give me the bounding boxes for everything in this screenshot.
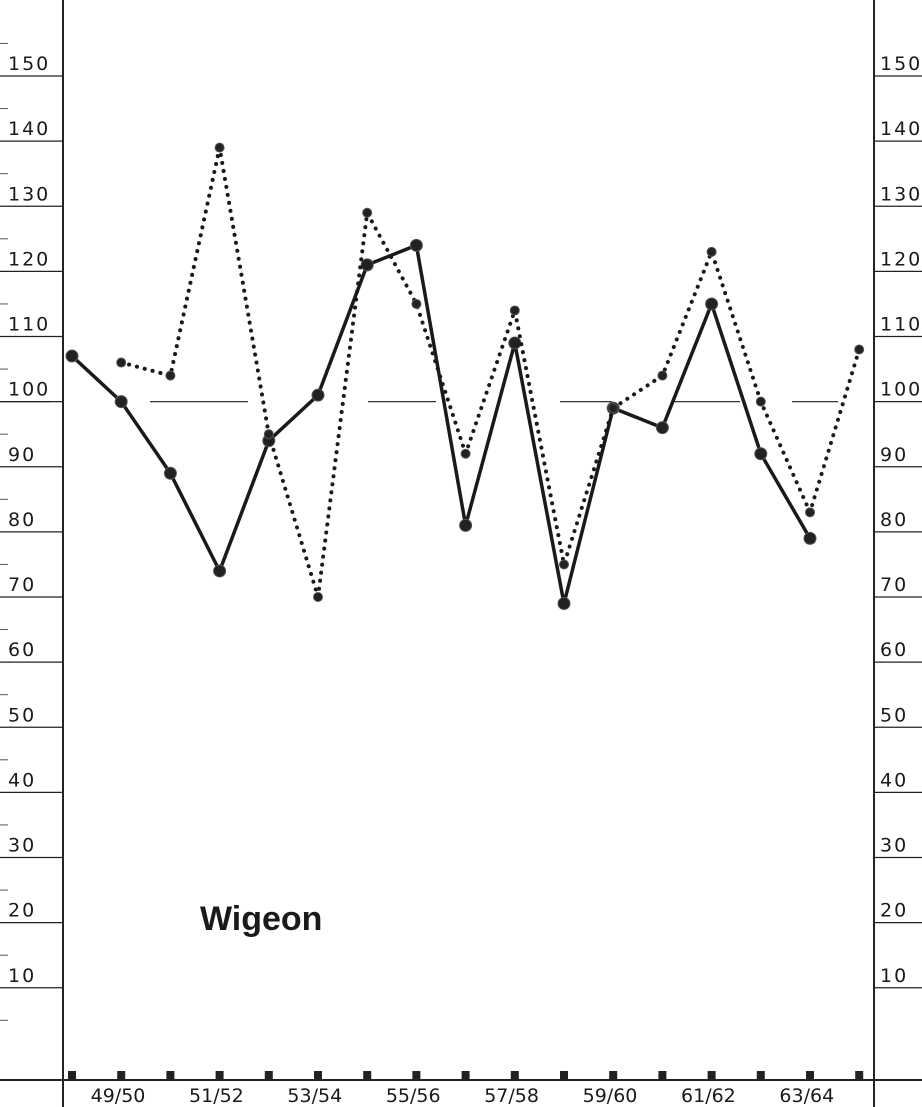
series-solid-point-8 <box>409 238 423 252</box>
series-solid-point-16 <box>803 531 817 545</box>
y-tick-left-150: 150 <box>8 53 50 75</box>
y-tick-left-50: 50 <box>8 704 36 726</box>
series-dotted-point-12 <box>608 403 619 414</box>
x-marker-3 <box>166 1071 175 1079</box>
y-tick-left-30: 30 <box>8 835 36 857</box>
y-tick-right-80: 80 <box>880 509 908 531</box>
y-tick-right-120: 120 <box>880 248 922 270</box>
series-dotted-point-15 <box>755 396 766 407</box>
x-tick-61-62: 61/62 <box>681 1085 736 1107</box>
chart-title: Wigeon <box>200 900 322 938</box>
y-tick-right-90: 90 <box>880 444 908 466</box>
series-dotted-point-6 <box>313 592 323 602</box>
series-solid-line <box>70 243 812 606</box>
series-dotted-point-7 <box>362 207 373 218</box>
series-dotted-point-2 <box>116 357 127 368</box>
series-dotted-point-10 <box>509 305 520 316</box>
series-solid-point-9 <box>459 518 473 532</box>
y-tick-right-60: 60 <box>880 639 908 661</box>
y-tick-left-100: 100 <box>8 379 50 401</box>
y-tick-left-140: 140 <box>8 118 50 140</box>
y-tick-right-100: 100 <box>880 379 922 401</box>
x-marker-16 <box>806 1071 814 1079</box>
x-marker-2 <box>117 1071 126 1079</box>
series-dotted-point-3 <box>165 370 176 381</box>
y-tick-right-140: 140 <box>880 118 922 140</box>
series-solid-point-11 <box>557 597 571 611</box>
x-tick-57-58: 57/58 <box>484 1085 539 1107</box>
series-solid-point-10 <box>508 336 522 350</box>
x-marker-12 <box>609 1071 618 1079</box>
x-marker-7 <box>363 1071 372 1079</box>
series-solid-point-2 <box>114 395 128 409</box>
x-tick-55-56: 55/56 <box>386 1085 441 1107</box>
y-tick-right-70: 70 <box>880 574 908 596</box>
y-tick-right-30: 30 <box>880 835 908 857</box>
x-marker-10 <box>510 1071 519 1079</box>
y-tick-left-70: 70 <box>8 574 36 596</box>
x-marker-4 <box>215 1071 224 1079</box>
x-marker-9 <box>461 1071 470 1079</box>
x-marker-17 <box>855 1071 864 1079</box>
series-dotted-point-17 <box>854 344 865 355</box>
series-dotted-point-9 <box>460 448 471 459</box>
y-tick-left-60: 60 <box>8 639 36 661</box>
y-tick-right-10: 10 <box>880 965 908 987</box>
series-solid-point-6 <box>311 388 325 402</box>
series-solid-point-3 <box>163 466 177 480</box>
x-axis-markers <box>68 1071 864 1079</box>
series-dotted-point-16 <box>805 507 815 518</box>
series-solid-point-1 <box>65 349 79 363</box>
series-dotted-point-4 <box>214 142 225 153</box>
y-tick-left-130: 130 <box>8 183 50 205</box>
x-marker-15 <box>756 1071 765 1079</box>
series-solid-point-15 <box>754 447 768 461</box>
y-tick-left-120: 120 <box>8 248 50 270</box>
x-axis-labels: 49/50 51/52 53/54 55/56 57/58 59/60 61/62 63/64 <box>91 1085 835 1107</box>
y-tick-right-20: 20 <box>880 900 908 922</box>
series-solid-point-13 <box>655 421 669 435</box>
x-marker-8 <box>412 1071 421 1079</box>
x-marker-14 <box>707 1071 716 1079</box>
y-tick-right-110: 110 <box>880 314 922 336</box>
series-dotted-point-8 <box>411 298 422 309</box>
y-tick-right-130: 130 <box>880 183 922 205</box>
x-marker-11 <box>560 1071 568 1079</box>
x-tick-49-50: 49/50 <box>91 1085 146 1107</box>
x-tick-63-64: 63/64 <box>779 1085 834 1107</box>
x-tick-51-52: 51/52 <box>189 1085 244 1107</box>
y-tick-right-150: 150 <box>880 53 922 75</box>
x-marker-5 <box>264 1071 273 1079</box>
y-tick-left-80: 80 <box>8 509 36 531</box>
y-tick-right-50: 50 <box>880 704 908 726</box>
y-tick-left-110: 110 <box>8 314 50 336</box>
x-tick-59-60: 59/60 <box>583 1085 638 1107</box>
series-dotted-point-5 <box>263 429 274 440</box>
y-tick-left-10: 10 <box>8 965 36 987</box>
x-tick-53-54: 53/54 <box>287 1085 342 1107</box>
series-solid-point-7 <box>360 258 374 272</box>
series-dotted-point-13 <box>657 370 668 381</box>
y-axis-left: 10 20 30 40 50 60 70 80 90 100 110 120 130 140 150 <box>0 42 63 1021</box>
series-dotted-point-14 <box>706 246 717 257</box>
series-dotted-point-11 <box>559 559 569 570</box>
x-marker-6 <box>314 1071 322 1079</box>
y-tick-left-90: 90 <box>8 444 36 466</box>
series-dotted-line <box>119 147 862 598</box>
y-tick-right-40: 40 <box>880 769 908 791</box>
series-solid-point-14 <box>705 297 719 311</box>
y-tick-left-40: 40 <box>8 769 36 791</box>
y-axis-right: 10 20 30 40 50 60 70 80 90 100 110 120 130 140 150 <box>874 53 922 989</box>
x-marker-1 <box>68 1071 76 1079</box>
series-solid-point-4 <box>213 564 227 578</box>
x-marker-13 <box>658 1071 667 1079</box>
y-tick-left-20: 20 <box>8 900 36 922</box>
series-layer <box>65 142 865 611</box>
